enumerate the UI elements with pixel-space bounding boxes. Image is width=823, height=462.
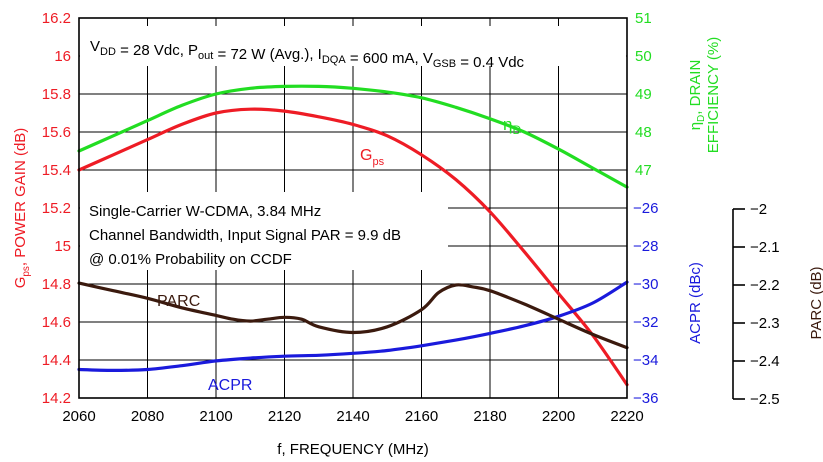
gps-tick-label: 15 (54, 238, 71, 255)
conditions-text-part: = 600 mA, V (346, 50, 433, 67)
x-axis-title: f, FREQUENCY (MHz) (277, 441, 428, 458)
gps-tick-label: 14.8 (42, 276, 71, 293)
axis-ticks: 2060 2080 2100 2120 2140 2160 2180 2200 2220 14.2… (42, 10, 659, 425)
eff-series-label-sub: D (512, 123, 521, 137)
parc-tick-label: −2.5 (750, 391, 780, 408)
gps-tick-label: 16 (54, 48, 71, 65)
eff-tick-label: 50 (635, 48, 652, 65)
acpr-tick-label: −36 (633, 390, 658, 407)
gps-tick-label: 14.2 (42, 390, 71, 407)
gps-tick-label: 15.4 (42, 162, 71, 179)
gps-tick-label: 14.4 (42, 352, 71, 369)
gps-series-label: Gps (360, 147, 385, 168)
acpr-tick-label: −32 (633, 314, 658, 331)
acpr-curve (77, 280, 629, 372)
x-tick-label: 2120 (268, 408, 301, 425)
conditions-text-part: = 28 Vdc, P (116, 42, 198, 59)
x-tick-label: 2080 (131, 408, 164, 425)
parc-tick-label: −2.1 (750, 239, 780, 256)
eff-series-label-main: η (503, 115, 512, 134)
eff-series-label: ηD (503, 115, 521, 137)
parc-tick-label: −2 (750, 201, 767, 218)
parc-tick-label: −2.4 (750, 353, 780, 370)
conditions-text-subscript: out (198, 50, 213, 62)
x-tick-label: 2220 (610, 408, 643, 425)
eff-curve (77, 84, 629, 189)
eff-axis-title-rest: , DRAIN (687, 60, 704, 115)
eff-axis-title-sub: D (696, 115, 707, 122)
conditions-box (80, 26, 626, 66)
acpr-tick-label: −26 (633, 200, 658, 217)
g-curve (77, 107, 629, 387)
conditions-text-part: = 0.4 Vdc (456, 54, 524, 71)
gps-series-label-sub: ps (372, 156, 384, 168)
gps-tick-label: 15.2 (42, 200, 71, 217)
eff-tick-label: 48 (635, 124, 652, 141)
eff-axis-title-main: η (687, 122, 704, 130)
conditions-text-part: V (90, 38, 100, 55)
gps-tick-label: 15.6 (42, 124, 71, 141)
series-curves (77, 84, 629, 387)
gps-axis-title: Gps, POWER GAIN (dB) (12, 128, 32, 289)
plot-frame (78, 17, 628, 399)
x-tick-label: 2160 (405, 408, 438, 425)
acpr-tick-label: −28 (633, 238, 658, 255)
eff-tick-label: 49 (635, 86, 652, 103)
parc-axis-title: PARC (dB) (808, 266, 823, 339)
signal-note-line-2: Channel Bandwidth, Input Signal PAR = 9.… (89, 227, 401, 244)
conditions-text-subscript: DD (100, 46, 116, 58)
x-tick-label: 2200 (542, 408, 575, 425)
conditions-text-subscript: GSB (433, 58, 456, 70)
gps-axis-title-sub: ps (21, 266, 32, 277)
conditions-text-subscript: DQA (322, 54, 347, 66)
signal-notes-box (80, 192, 448, 270)
gps-axis-title-rest: , POWER GAIN (dB) (12, 128, 29, 266)
parc-curve (77, 281, 629, 350)
acpr-tick-label: −30 (633, 276, 658, 293)
x-tick-label: 2060 (62, 408, 95, 425)
gps-tick-label: 14.6 (42, 314, 71, 331)
eff-tick-label: 51 (635, 10, 652, 27)
parc-tick-label: −2.2 (750, 277, 780, 294)
parc-tick-label: −2.3 (750, 315, 780, 332)
x-tick-label: 2180 (473, 408, 506, 425)
gps-axis-title-main: G (12, 277, 29, 289)
gps-series-label-main: G (360, 147, 372, 164)
acpr-axis-title: ACPR (dBc) (687, 262, 704, 344)
gps-tick-label: 15.8 (42, 86, 71, 103)
conditions-text-part: = 72 W (Avg.), I (213, 46, 322, 63)
conditions-text: VDD = 28 Vdc, Pout = 72 W (Avg.), IDQA =… (90, 38, 525, 71)
x-tick-label: 2140 (336, 408, 369, 425)
acpr-series-label: ACPR (208, 377, 252, 394)
eff-axis-title-line-2: EFFICIENCY (%) (705, 37, 722, 153)
acpr-tick-label: −34 (633, 352, 658, 369)
gps-tick-label: 16.2 (42, 10, 71, 27)
eff-tick-label: 47 (635, 162, 652, 179)
eff-axis-title-line-1: ηD, DRAIN (687, 60, 707, 131)
x-tick-label: 2100 (199, 408, 232, 425)
signal-note-line-1: Single-Carrier W-CDMA, 3.84 MHz (89, 203, 321, 220)
signal-note-line-3: @ 0.01% Probability on CCDF (89, 251, 292, 268)
parc-series-label: PARC (157, 293, 200, 310)
parc-axis-ticks: −2 −2.1 −2.2 −2.3 −2.4 −2.5 (733, 201, 780, 408)
